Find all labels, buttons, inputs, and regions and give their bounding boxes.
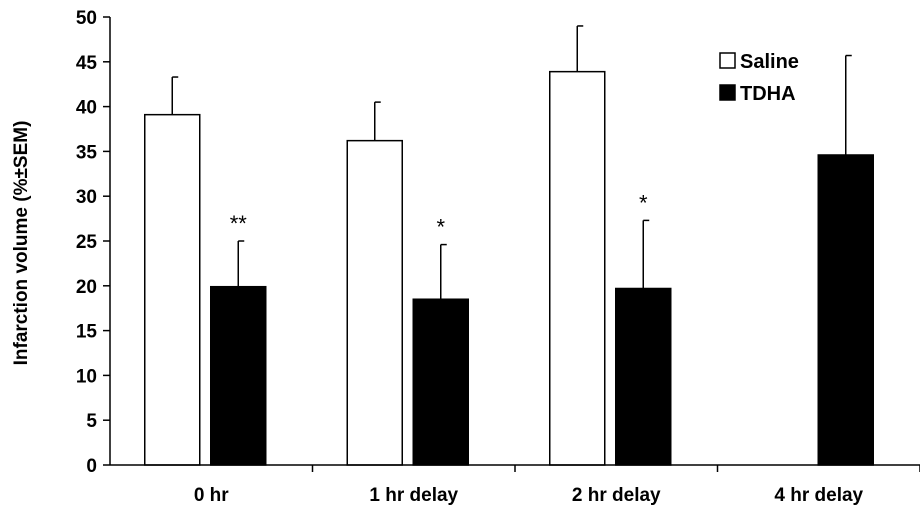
x-category-label-3: 4 hr delay [774,485,863,506]
bar-saline-1 [346,139,403,466]
y-tick-label-3: 15 [76,322,98,343]
y-tick-label-0: 0 [86,456,97,477]
legend-label-tdha: TDHA [740,83,796,105]
bar-saline-0 [144,113,201,466]
y-tick-label-8: 40 [76,98,97,119]
y-tick-label-7: 35 [76,142,98,163]
y-tick-label-2: 10 [76,366,97,387]
bar-saline-2 [549,70,606,466]
y-tick-label-1: 5 [86,411,97,432]
bar-tdha-3 [817,154,874,466]
y-axis-title: Infarction volume (%±SEM) [11,121,32,366]
significance-label-1: * [436,215,445,240]
legend-swatch-saline [719,52,736,69]
legend-label-saline: Saline [740,51,799,73]
axes-layer: 0 5 10 15 20 25 30 35 40 45 50 0 hr 1 hr delay 2 hr d… [76,8,920,506]
x-category-label-1: 1 hr delay [369,485,458,506]
bar-tdha-1 [412,298,469,466]
y-tick-label-6: 30 [76,187,97,208]
y-tick-label-9: 45 [76,53,98,74]
x-category-label-2: 2 hr delay [572,485,661,506]
bar-tdha-0 [210,285,267,466]
significance-label-0: ** [230,211,248,236]
y-tick-label-10: 50 [76,8,97,29]
bar-tdha-2 [615,287,672,466]
legend: Saline TDHA [719,51,799,105]
y-tick-label-4: 20 [76,277,97,298]
y-tick-label-5: 25 [76,232,98,253]
legend-swatch-tdha [719,84,736,101]
x-category-label-0: 0 hr [194,485,229,506]
bars-layer: ** ** [144,25,874,466]
significance-label-2: * [639,190,648,215]
